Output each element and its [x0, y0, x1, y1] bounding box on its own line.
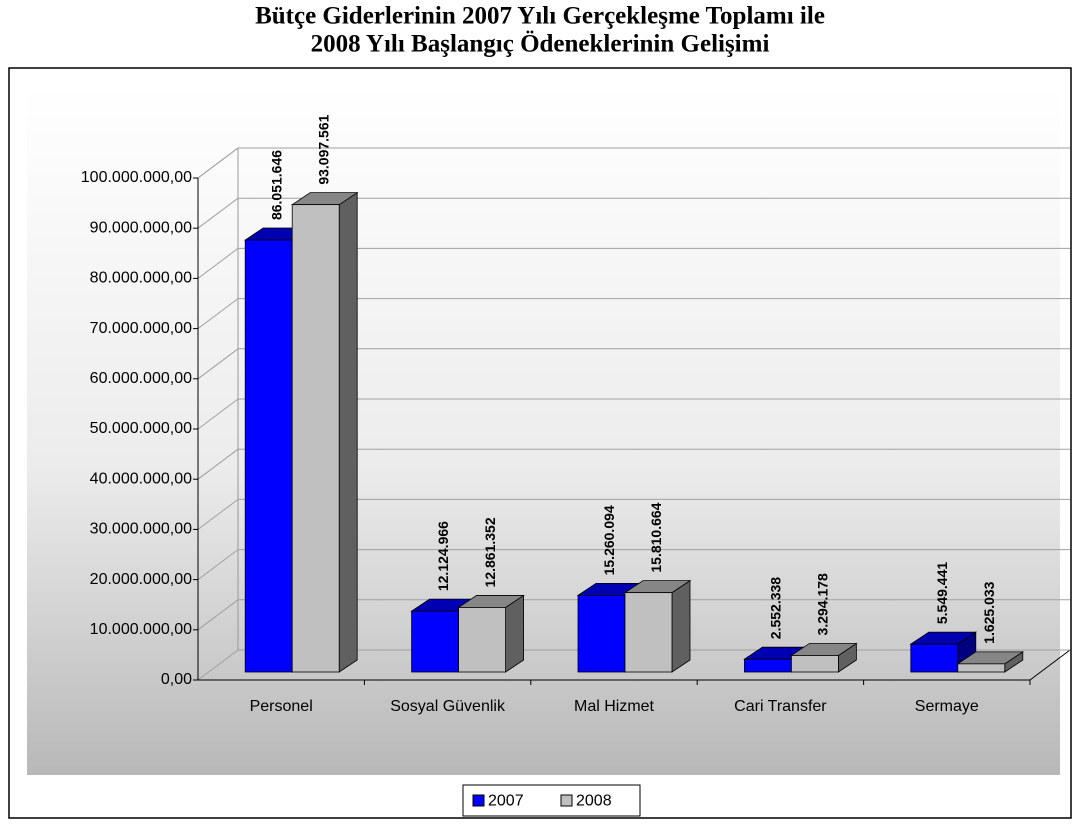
- bar: [790, 642, 858, 673]
- legend-swatch: [560, 794, 573, 807]
- chart-title: Bütçe Giderlerinin 2007 Yılı Gerçekleşme…: [255, 3, 825, 30]
- y-tick-label: 100.000.000,00: [81, 169, 192, 186]
- y-tick-label: 40.000.000,00: [90, 470, 192, 487]
- plot: 0,00 10.000.000,00 20.000.000,00 30.000.000…: [81, 114, 1071, 715]
- value-label: 15.260.094: [601, 505, 617, 575]
- value-label: 15.810.664: [648, 502, 664, 572]
- floor-edge: [1029, 649, 1071, 681]
- grid-line-side: [197, 247, 239, 279]
- value-label: 12.124.966: [435, 521, 451, 591]
- value-label: 3.294.178: [815, 573, 831, 635]
- grid-line-side: [197, 448, 239, 480]
- bar-front: [458, 607, 507, 673]
- bar: [956, 651, 1025, 673]
- bar: [290, 191, 359, 673]
- bar-front: [910, 643, 959, 673]
- y-tick-label: 30.000.000,00: [90, 521, 192, 538]
- bar-front: [957, 663, 1006, 673]
- bar-front: [291, 204, 340, 673]
- grid-line-side: [197, 398, 239, 430]
- grid-line-side: [197, 147, 239, 179]
- x-tick-label: Mal Hizmet: [574, 698, 655, 715]
- grid-line-side: [197, 649, 239, 681]
- x-tick-label: Sermaye: [915, 698, 979, 715]
- value-label: 5.549.441: [934, 562, 950, 624]
- value-label: 93.097.561: [315, 114, 331, 184]
- legend: 2007 2008: [462, 784, 641, 817]
- x-tick-label: Sosyal Güvenlik: [390, 698, 506, 715]
- x-tick-label: Cari Transfer: [734, 698, 827, 715]
- bar-side: [671, 579, 691, 673]
- y-tick-label: 60.000.000,00: [90, 370, 192, 387]
- y-tick-label: 20.000.000,00: [90, 571, 192, 588]
- bar: [623, 579, 692, 673]
- grid-line-side: [197, 498, 239, 530]
- y-tick-label: 90.000.000,00: [90, 219, 192, 236]
- y-tick-label: 10.000.000,00: [90, 621, 192, 638]
- bar-front: [791, 655, 839, 673]
- value-label: 86.051.646: [268, 150, 284, 220]
- grid-line-side: [197, 599, 239, 631]
- grid-line-side: [197, 298, 239, 330]
- bar-front: [411, 610, 460, 673]
- legend-label: 2007: [488, 793, 524, 810]
- y-tick-label: 70.000.000,00: [90, 320, 192, 337]
- bar-front: [577, 594, 626, 673]
- bar-front: [244, 239, 293, 673]
- y-tick-label: 80.000.000,00: [90, 270, 192, 287]
- grid-line-side: [197, 348, 239, 380]
- chart-subtitle: 2008 Yılı Başlangıç Ödeneklerinin Gelişi…: [311, 31, 770, 58]
- bar-side: [505, 594, 524, 673]
- y-tick-label: 50.000.000,00: [90, 420, 192, 437]
- legend-label: 2008: [576, 793, 612, 810]
- bar-front: [744, 658, 792, 673]
- y-tick-label: 0,00: [161, 671, 192, 688]
- plot-area: [27, 85, 1060, 775]
- bar-side: [338, 191, 358, 673]
- grid-line-side: [197, 549, 239, 580]
- value-label: 2.552.338: [768, 577, 784, 639]
- legend-swatch: [472, 794, 485, 807]
- bar-front: [624, 592, 673, 673]
- bar: [457, 594, 525, 673]
- legend-box: [462, 784, 641, 817]
- value-label: 12.861.352: [482, 517, 498, 587]
- value-label: 1.625.033: [981, 581, 997, 643]
- grid-line-side: [197, 197, 239, 229]
- x-tick-label: Personel: [250, 698, 313, 715]
